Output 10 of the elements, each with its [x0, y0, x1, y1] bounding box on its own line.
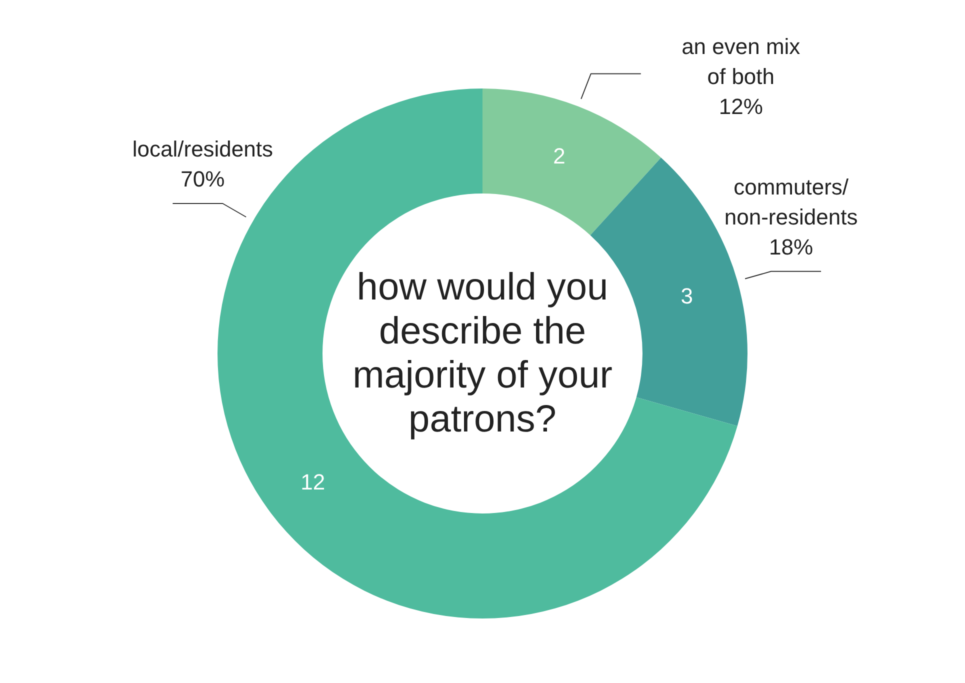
- slice-label: commuters/ non-residents: [724, 174, 858, 230]
- slice-label: an even mix of both: [682, 34, 800, 89]
- data-label: 12: [300, 470, 326, 495]
- text: 18%: [769, 234, 814, 260]
- text: 12%: [718, 94, 763, 119]
- text: how would you describe the majority of your patrons?: [352, 266, 613, 440]
- data-label: 2: [553, 143, 566, 168]
- slice-label: local/residents: [132, 136, 274, 162]
- data-label: 3: [680, 283, 694, 308]
- text: 70%: [180, 166, 225, 192]
